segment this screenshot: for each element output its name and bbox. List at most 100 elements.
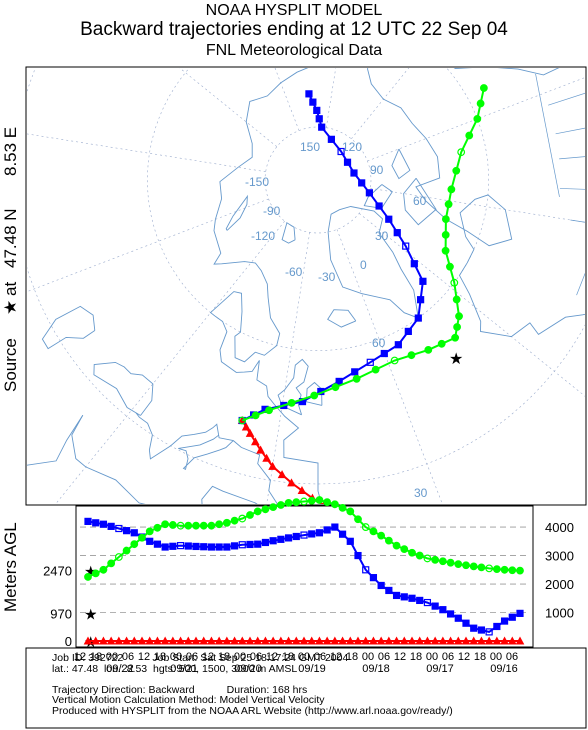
x-hour-label: 12 <box>330 651 342 663</box>
map-trajectory-marker <box>251 437 260 446</box>
map-trajectory-marker <box>401 539 408 546</box>
height-tick-label: 3000 <box>545 549 574 564</box>
grid-label-lat30: 30 <box>414 486 428 500</box>
x-date-label: 09/21 <box>170 663 198 675</box>
map-trajectory-marker <box>373 548 380 555</box>
job-line-4: Trajectory Direction: Backward Duration:… <box>52 683 308 696</box>
height-data-point <box>508 613 516 621</box>
map-trajectory-marker <box>366 358 374 366</box>
height-data-point <box>493 622 501 631</box>
job-line-5: Vertical Motion Calculation Method: Mode… <box>52 694 325 706</box>
grid-label-m150: -150 <box>245 175 269 189</box>
map-trajectory-marker <box>394 341 402 349</box>
height-data-point <box>423 598 432 607</box>
height-data-point <box>400 593 408 601</box>
height-panel-frame <box>75 505 534 648</box>
height-data-point <box>361 636 371 645</box>
start-height-label: 0 <box>65 634 72 649</box>
coastline-segment <box>209 219 322 504</box>
height-data-point <box>461 636 471 645</box>
map-trajectory-marker <box>339 519 346 526</box>
height-data-point <box>354 515 362 524</box>
height-data-point <box>168 521 177 529</box>
height-data-point <box>130 540 139 549</box>
map-trajectory-marker <box>417 296 425 304</box>
height-data-point <box>122 546 131 555</box>
x-hour-label: 00 <box>362 651 374 663</box>
state-border <box>559 188 585 190</box>
map-trajectory-marker <box>407 351 416 360</box>
height-data-point <box>276 636 286 645</box>
map-trajectory-marker <box>452 166 461 175</box>
height-data-point <box>91 636 101 645</box>
height-data-point <box>369 574 378 582</box>
height-data-point <box>277 535 285 543</box>
map-trajectory-marker <box>414 314 422 322</box>
map-trajectory-marker <box>479 84 488 92</box>
height-data-point <box>515 636 525 645</box>
state-border <box>570 219 585 223</box>
height-tick-labels: 4000 3000 2000 1000 <box>545 520 574 620</box>
height-data-point <box>369 636 378 645</box>
map-trajectory-marker <box>410 260 418 268</box>
map-trajectory-marker <box>402 242 410 250</box>
height-data-point <box>122 636 131 645</box>
coastline-segment <box>327 206 419 319</box>
height-data-point <box>268 636 278 645</box>
map-trajectory-marker <box>437 339 446 348</box>
map-frame <box>25 66 587 506</box>
height-data-point <box>107 522 115 530</box>
height-data-point <box>485 564 494 573</box>
height-data-point <box>99 565 108 574</box>
height-data-point <box>315 636 324 645</box>
meridian-line <box>370 187 585 223</box>
height-data-point <box>129 636 139 645</box>
map-trajectory-marker <box>453 323 461 331</box>
height-data-point <box>184 542 192 550</box>
height-data-point <box>345 636 355 645</box>
coastline-segment <box>214 68 309 220</box>
height-data-point <box>384 536 393 545</box>
grid-label-0: 0 <box>360 258 367 272</box>
map-trajectory-marker <box>351 368 359 376</box>
x-hour-label: 18 <box>154 651 166 663</box>
height-data-point <box>500 565 509 574</box>
job-line-3 <box>52 674 453 685</box>
height-data-point <box>276 501 285 509</box>
grid-label-90: 90 <box>370 163 384 177</box>
height-data-point <box>199 521 208 530</box>
title-line-3: FNL Meteorological Data <box>205 42 383 59</box>
height-data-point <box>408 594 416 602</box>
meridian-line <box>274 68 300 131</box>
height-data-point <box>207 521 216 530</box>
grid-label-30: 30 <box>375 229 389 243</box>
height-data-point <box>477 563 486 572</box>
height-data-point <box>137 636 147 645</box>
height-data-point <box>230 516 239 525</box>
height-data-point <box>238 514 247 523</box>
meridian-line <box>179 68 278 147</box>
x-hour-label: 00 <box>298 651 310 663</box>
map-trajectory-marker <box>420 522 427 529</box>
height-data-point <box>246 511 254 519</box>
state-border <box>535 73 560 197</box>
height-data-point <box>446 558 455 567</box>
x-date-label: 09/18 <box>362 663 390 675</box>
map-trajectory-marker <box>358 179 366 187</box>
map-trajectory-marker <box>404 327 412 335</box>
x-hour-label: 06 <box>250 651 262 663</box>
x-hour-labels: 06 00 18 12 06 00 18 12 06 00 18 12 06 00 18 12 06 00 18 12… <box>74 651 518 663</box>
map-trajectory-marker <box>444 200 453 209</box>
height-data-point <box>269 503 278 512</box>
coastline-segment <box>327 309 357 328</box>
height-data-point <box>261 636 270 645</box>
height-data-point <box>153 540 162 548</box>
height-data-point <box>408 548 416 557</box>
height-data-point <box>462 561 470 570</box>
map-trajectory-marker <box>424 345 433 354</box>
height-data-point <box>469 636 479 645</box>
map-trajectory-marker <box>332 509 339 516</box>
height-data-point <box>200 543 208 551</box>
height-data-point <box>284 534 293 542</box>
height-data-point <box>353 636 363 645</box>
